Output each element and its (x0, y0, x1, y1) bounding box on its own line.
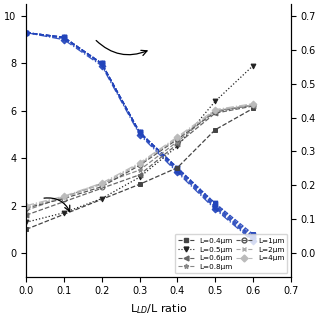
X-axis label: L$_{LD}$/L ratio: L$_{LD}$/L ratio (130, 302, 187, 316)
Legend: L=0.4μm, L=0.5μm, L=0.6μm, L=0.8μm, L=1μm, L=2μm, L=4μm: L=0.4μm, L=0.5μm, L=0.6μm, L=0.8μm, L=1μ… (175, 234, 287, 273)
